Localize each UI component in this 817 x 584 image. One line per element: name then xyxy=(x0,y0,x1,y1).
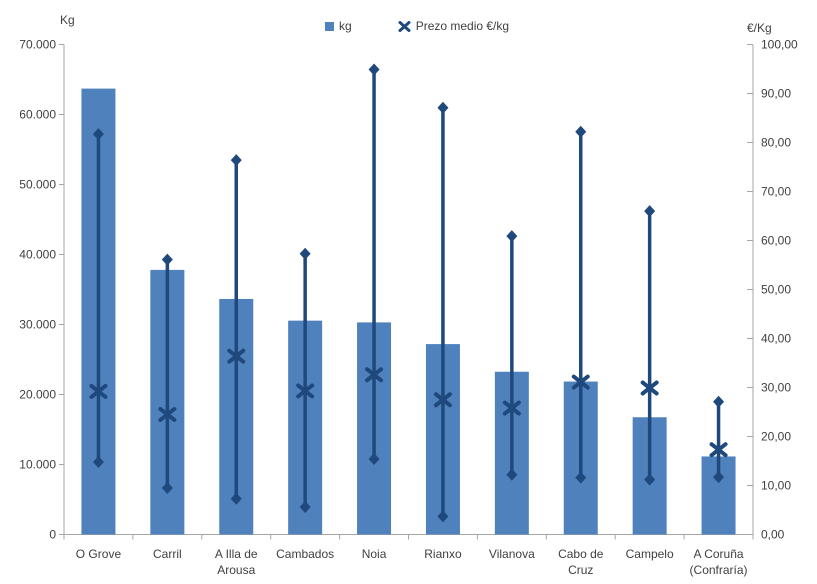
right-axis-tick-label: 0,00 xyxy=(761,528,785,542)
category-label-a-coru-a-confrar-a: A Coruña xyxy=(694,547,744,561)
price-max-diamond-a-coru-a-confrar-a xyxy=(713,395,725,408)
category-label-a-coru-a-confrar-a: (Confraría) xyxy=(690,563,748,577)
left-axis-tick-label: 30.000 xyxy=(19,318,56,332)
price-max-diamond-vilanova xyxy=(506,230,518,243)
left-axis-tick-label: 50.000 xyxy=(19,178,56,192)
price-max-diamond-cabo-de-cruz xyxy=(575,125,587,138)
x-marker-icon xyxy=(398,20,411,32)
price-min-diamond-rianxo xyxy=(437,510,449,523)
price-max-diamond-cambados xyxy=(299,247,311,260)
legend-item-prezo-medio: Prezo medio €/kg xyxy=(398,20,509,32)
price-min-diamond-carril xyxy=(161,481,173,494)
right-axis-tick-label: 90,00 xyxy=(761,87,791,101)
price-max-diamond-rianxo xyxy=(437,101,449,114)
legend-label-prezo-medio: Prezo medio €/kg xyxy=(415,19,510,33)
category-label-rianxo: Rianxo xyxy=(424,547,462,561)
category-label-a-illa-de-arousa: A Illa de xyxy=(215,547,258,561)
category-label-cambados: Cambados xyxy=(276,547,334,561)
left-axis-tick-label: 0 xyxy=(49,528,56,542)
category-label-o-grove: O Grove xyxy=(76,547,122,561)
price-min-diamond-noia xyxy=(368,453,380,466)
price-avg-x-marker-a-illa-de-arousa xyxy=(227,348,246,364)
price-min-diamond-cabo-de-cruz xyxy=(575,471,587,484)
price-min-diamond-a-illa-de-arousa xyxy=(230,492,242,505)
right-axis-tick-label: 100,00 xyxy=(761,38,798,52)
left-axis-title: Kg xyxy=(60,13,75,27)
right-axis-tick-label: 30,00 xyxy=(761,381,791,395)
price-avg-x-marker-carril xyxy=(158,406,177,422)
price-avg-x-marker-cambados xyxy=(296,383,315,399)
price-max-diamond-a-illa-de-arousa xyxy=(230,154,242,167)
category-label-cabo-de-cruz: Cabo de xyxy=(558,547,604,561)
category-label-a-illa-de-arousa: Arousa xyxy=(217,563,255,577)
price-avg-x-marker-a-coru-a-confrar-a xyxy=(709,442,728,458)
right-axis-tick-label: 20,00 xyxy=(761,430,791,444)
left-axis-tick-label: 20.000 xyxy=(19,388,56,402)
left-axis-tick-label: 70.000 xyxy=(19,38,56,52)
price-min-diamond-campelo xyxy=(644,473,656,486)
right-axis-tick-label: 10,00 xyxy=(761,479,791,493)
price-avg-x-marker-o-grove xyxy=(89,383,108,399)
category-label-campelo: Campelo xyxy=(626,547,674,561)
right-axis-tick-label: 60,00 xyxy=(761,234,791,248)
left-axis-tick-label: 10.000 xyxy=(19,458,56,472)
right-axis-tick-label: 80,00 xyxy=(761,136,791,150)
legend-label-kg: kg xyxy=(339,19,352,33)
category-label-noia: Noia xyxy=(362,547,387,561)
chart-legend: kg Prezo medio €/kg xyxy=(325,20,509,32)
price-max-diamond-noia xyxy=(368,63,380,76)
price-max-diamond-campelo xyxy=(644,205,656,218)
price-avg-x-marker-noia xyxy=(365,367,384,383)
category-label-cabo-de-cruz: Cruz xyxy=(568,563,593,577)
price-max-diamond-o-grove xyxy=(92,128,104,141)
price-avg-x-marker-campelo xyxy=(640,380,659,396)
legend-item-kg: kg xyxy=(325,20,352,32)
right-axis-tick-label: 40,00 xyxy=(761,332,791,346)
price-avg-x-marker-cabo-de-cruz xyxy=(571,374,590,390)
right-axis-title: €/Kg xyxy=(747,21,772,35)
category-label-vilanova: Vilanova xyxy=(489,547,535,561)
price-min-diamond-a-coru-a-confrar-a xyxy=(713,471,725,484)
left-axis-tick-label: 40.000 xyxy=(19,248,56,262)
category-label-carril: Carril xyxy=(153,547,182,561)
right-axis-tick-label: 50,00 xyxy=(761,283,791,297)
price-min-diamond-o-grove xyxy=(92,455,104,468)
price-min-diamond-vilanova xyxy=(506,468,518,481)
price-avg-x-marker-vilanova xyxy=(502,400,521,416)
kg-series-swatch-icon xyxy=(325,21,334,31)
price-min-diamond-cambados xyxy=(299,501,311,514)
left-axis-tick-label: 60.000 xyxy=(19,108,56,122)
price-max-diamond-carril xyxy=(161,253,173,266)
price-avg-x-marker-rianxo xyxy=(433,392,452,408)
right-axis-tick-label: 70,00 xyxy=(761,185,791,199)
